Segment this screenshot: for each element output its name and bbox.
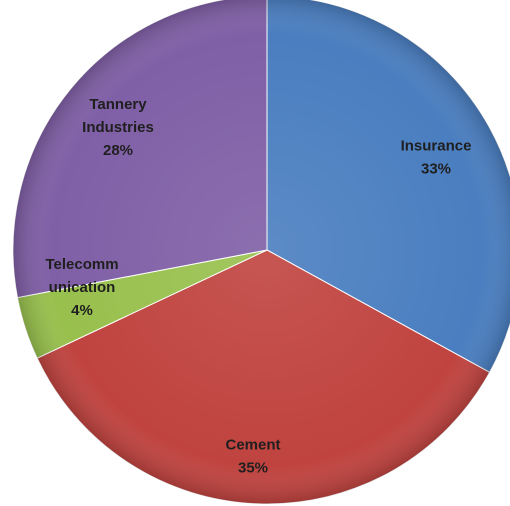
slice-percent-label: 4%: [71, 302, 93, 319]
slice-label-telecommunication: Telecomm unication 4%: [45, 256, 118, 319]
slice-name-label: Telecomm: [45, 256, 118, 273]
slice-label-cement: Cement 35%: [225, 437, 280, 477]
slice-percent-label: 33%: [421, 161, 451, 178]
slice-name-label: Insurance: [401, 138, 472, 155]
slice-name-label: unication: [49, 279, 116, 296]
slice-name-label: Tannery: [89, 96, 147, 113]
pie-slice-tannery-industries: [12, 0, 268, 299]
slice-percent-label: 35%: [238, 460, 268, 477]
slice-percent-label: 28%: [103, 142, 133, 159]
pie-labels: Insurance 33% Cement 35% Telecomm unication 4%…: [45, 96, 471, 477]
pie-slices: [12, 0, 510, 505]
slice-label-insurance: Insurance 33%: [401, 138, 472, 178]
slice-name-label: Industries: [82, 119, 154, 136]
slice-name-label: Cement: [225, 437, 280, 454]
slice-label-tannery-industries: Tannery Industries 28%: [82, 96, 154, 159]
